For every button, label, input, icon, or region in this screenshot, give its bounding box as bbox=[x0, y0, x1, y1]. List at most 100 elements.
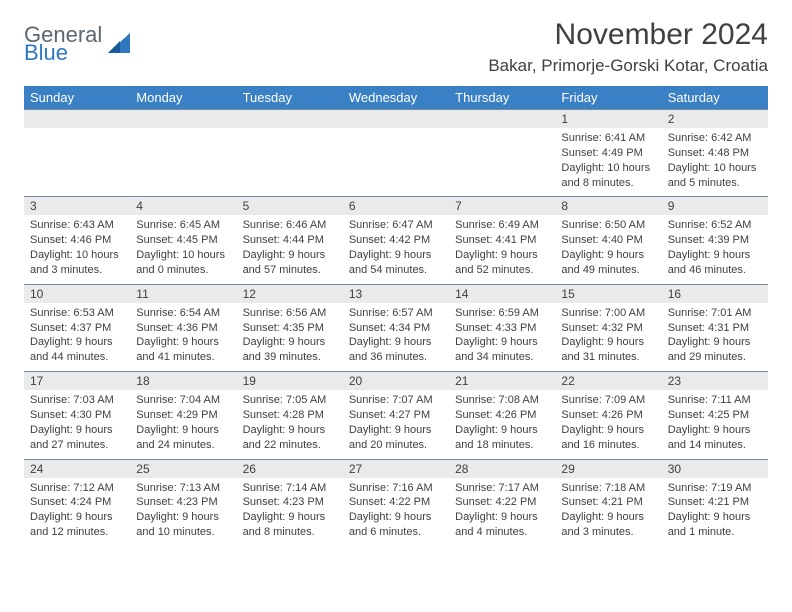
day-detail-cell: Sunrise: 7:04 AMSunset: 4:29 PMDaylight:… bbox=[130, 390, 236, 459]
sunrise-line: Sunrise: 6:54 AM bbox=[136, 306, 230, 321]
daylight-line: Daylight: 9 hours and 49 minutes. bbox=[561, 248, 655, 278]
day-detail-cell: Sunrise: 7:17 AMSunset: 4:22 PMDaylight:… bbox=[449, 478, 555, 546]
day-number-cell bbox=[449, 110, 555, 129]
day-detail-cell: Sunrise: 7:08 AMSunset: 4:26 PMDaylight:… bbox=[449, 390, 555, 459]
sunrise-line: Sunrise: 7:05 AM bbox=[243, 393, 337, 408]
day-detail-cell: Sunrise: 7:13 AMSunset: 4:23 PMDaylight:… bbox=[130, 478, 236, 546]
week-2-detail-row: Sunrise: 6:53 AMSunset: 4:37 PMDaylight:… bbox=[24, 303, 768, 372]
sunrise-line: Sunrise: 6:50 AM bbox=[561, 218, 655, 233]
week-3-daynum-row: 17181920212223 bbox=[24, 372, 768, 391]
day-number-cell: 3 bbox=[24, 197, 130, 216]
header: General Blue November 2024 Bakar, Primor… bbox=[24, 18, 768, 76]
sunrise-line: Sunrise: 6:49 AM bbox=[455, 218, 549, 233]
daylight-line: Daylight: 9 hours and 20 minutes. bbox=[349, 423, 443, 453]
week-4-daynum-row: 24252627282930 bbox=[24, 459, 768, 478]
day-number-cell: 23 bbox=[662, 372, 768, 391]
day-detail-cell: Sunrise: 6:54 AMSunset: 4:36 PMDaylight:… bbox=[130, 303, 236, 372]
day-detail-cell: Sunrise: 7:03 AMSunset: 4:30 PMDaylight:… bbox=[24, 390, 130, 459]
daylight-line: Daylight: 9 hours and 52 minutes. bbox=[455, 248, 549, 278]
sunrise-line: Sunrise: 7:13 AM bbox=[136, 481, 230, 496]
week-0-detail-row: Sunrise: 6:41 AMSunset: 4:49 PMDaylight:… bbox=[24, 128, 768, 197]
day-number-cell: 30 bbox=[662, 459, 768, 478]
day-number-cell bbox=[343, 110, 449, 129]
sunset-line: Sunset: 4:26 PM bbox=[561, 408, 655, 423]
sunset-line: Sunset: 4:41 PM bbox=[455, 233, 549, 248]
day-detail-cell: Sunrise: 6:59 AMSunset: 4:33 PMDaylight:… bbox=[449, 303, 555, 372]
daylight-line: Daylight: 9 hours and 24 minutes. bbox=[136, 423, 230, 453]
day-number-cell bbox=[24, 110, 130, 129]
sunset-line: Sunset: 4:45 PM bbox=[136, 233, 230, 248]
day-number-cell: 27 bbox=[343, 459, 449, 478]
sunrise-line: Sunrise: 7:08 AM bbox=[455, 393, 549, 408]
day-detail-cell: Sunrise: 7:12 AMSunset: 4:24 PMDaylight:… bbox=[24, 478, 130, 546]
sunrise-line: Sunrise: 7:12 AM bbox=[30, 481, 124, 496]
sunset-line: Sunset: 4:40 PM bbox=[561, 233, 655, 248]
day-number-cell: 12 bbox=[237, 284, 343, 303]
calendar-page: General Blue November 2024 Bakar, Primor… bbox=[0, 0, 792, 564]
day-number-cell: 28 bbox=[449, 459, 555, 478]
month-title: November 2024 bbox=[488, 18, 768, 52]
sunset-line: Sunset: 4:32 PM bbox=[561, 321, 655, 336]
day-number-cell: 22 bbox=[555, 372, 661, 391]
day-number-cell bbox=[130, 110, 236, 129]
sunrise-line: Sunrise: 7:16 AM bbox=[349, 481, 443, 496]
daylight-line: Daylight: 9 hours and 46 minutes. bbox=[668, 248, 762, 278]
dayname-monday: Monday bbox=[130, 86, 236, 110]
sunrise-line: Sunrise: 6:46 AM bbox=[243, 218, 337, 233]
day-number-cell: 21 bbox=[449, 372, 555, 391]
daylight-line: Daylight: 9 hours and 44 minutes. bbox=[30, 335, 124, 365]
daylight-line: Daylight: 9 hours and 34 minutes. bbox=[455, 335, 549, 365]
day-detail-cell: Sunrise: 7:18 AMSunset: 4:21 PMDaylight:… bbox=[555, 478, 661, 546]
daylight-line: Daylight: 9 hours and 10 minutes. bbox=[136, 510, 230, 540]
daylight-line: Daylight: 9 hours and 6 minutes. bbox=[349, 510, 443, 540]
week-1-daynum-row: 3456789 bbox=[24, 197, 768, 216]
day-detail-cell: Sunrise: 6:49 AMSunset: 4:41 PMDaylight:… bbox=[449, 215, 555, 284]
day-number-cell: 29 bbox=[555, 459, 661, 478]
day-number-cell: 13 bbox=[343, 284, 449, 303]
sunrise-line: Sunrise: 6:41 AM bbox=[561, 131, 655, 146]
sunset-line: Sunset: 4:49 PM bbox=[561, 146, 655, 161]
week-1-detail-row: Sunrise: 6:43 AMSunset: 4:46 PMDaylight:… bbox=[24, 215, 768, 284]
sunset-line: Sunset: 4:33 PM bbox=[455, 321, 549, 336]
dayname-sunday: Sunday bbox=[24, 86, 130, 110]
sunrise-line: Sunrise: 6:45 AM bbox=[136, 218, 230, 233]
dayname-tuesday: Tuesday bbox=[237, 86, 343, 110]
day-number-cell: 14 bbox=[449, 284, 555, 303]
day-detail-cell: Sunrise: 7:09 AMSunset: 4:26 PMDaylight:… bbox=[555, 390, 661, 459]
sunrise-line: Sunrise: 7:00 AM bbox=[561, 306, 655, 321]
day-detail-cell: Sunrise: 7:00 AMSunset: 4:32 PMDaylight:… bbox=[555, 303, 661, 372]
sunset-line: Sunset: 4:23 PM bbox=[136, 495, 230, 510]
sunset-line: Sunset: 4:29 PM bbox=[136, 408, 230, 423]
day-number-cell: 17 bbox=[24, 372, 130, 391]
day-number-cell: 11 bbox=[130, 284, 236, 303]
sunset-line: Sunset: 4:23 PM bbox=[243, 495, 337, 510]
location: Bakar, Primorje-Gorski Kotar, Croatia bbox=[488, 56, 768, 76]
day-detail-cell bbox=[24, 128, 130, 197]
sunrise-line: Sunrise: 7:07 AM bbox=[349, 393, 443, 408]
sunset-line: Sunset: 4:37 PM bbox=[30, 321, 124, 336]
daylight-line: Daylight: 9 hours and 36 minutes. bbox=[349, 335, 443, 365]
sunrise-line: Sunrise: 6:59 AM bbox=[455, 306, 549, 321]
day-detail-cell: Sunrise: 6:53 AMSunset: 4:37 PMDaylight:… bbox=[24, 303, 130, 372]
day-number-cell: 18 bbox=[130, 372, 236, 391]
sunset-line: Sunset: 4:28 PM bbox=[243, 408, 337, 423]
day-number-cell bbox=[237, 110, 343, 129]
sunrise-line: Sunrise: 6:56 AM bbox=[243, 306, 337, 321]
day-detail-cell: Sunrise: 6:47 AMSunset: 4:42 PMDaylight:… bbox=[343, 215, 449, 284]
sunset-line: Sunset: 4:34 PM bbox=[349, 321, 443, 336]
daylight-line: Daylight: 9 hours and 18 minutes. bbox=[455, 423, 549, 453]
daylight-line: Daylight: 9 hours and 54 minutes. bbox=[349, 248, 443, 278]
week-0-daynum-row: 12 bbox=[24, 110, 768, 129]
daylight-line: Daylight: 9 hours and 4 minutes. bbox=[455, 510, 549, 540]
day-detail-cell: Sunrise: 6:52 AMSunset: 4:39 PMDaylight:… bbox=[662, 215, 768, 284]
sunset-line: Sunset: 4:46 PM bbox=[30, 233, 124, 248]
calendar-head: SundayMondayTuesdayWednesdayThursdayFrid… bbox=[24, 86, 768, 110]
day-number-cell: 16 bbox=[662, 284, 768, 303]
day-number-cell: 1 bbox=[555, 110, 661, 129]
sunset-line: Sunset: 4:24 PM bbox=[30, 495, 124, 510]
day-number-cell: 4 bbox=[130, 197, 236, 216]
day-detail-cell: Sunrise: 6:43 AMSunset: 4:46 PMDaylight:… bbox=[24, 215, 130, 284]
daylight-line: Daylight: 10 hours and 8 minutes. bbox=[561, 161, 655, 191]
daylight-line: Daylight: 10 hours and 3 minutes. bbox=[30, 248, 124, 278]
day-detail-cell: Sunrise: 7:14 AMSunset: 4:23 PMDaylight:… bbox=[237, 478, 343, 546]
